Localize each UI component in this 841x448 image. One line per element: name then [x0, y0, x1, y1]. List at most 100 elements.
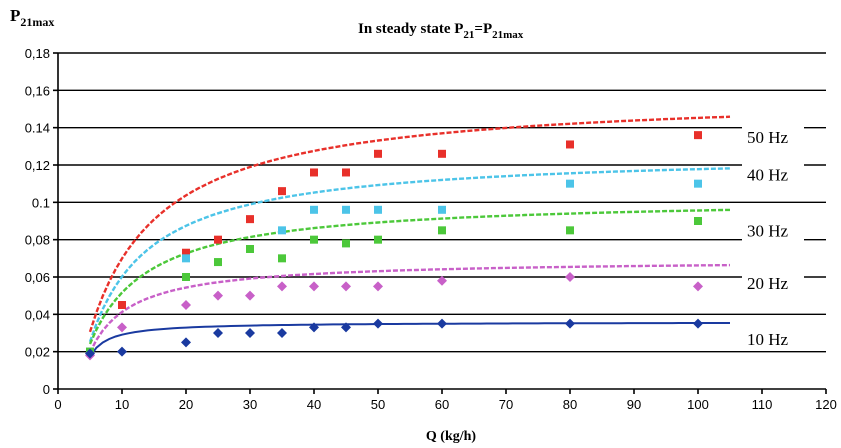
axes	[57, 53, 826, 390]
x-tick-label: 10	[115, 397, 129, 412]
data-point	[278, 187, 286, 196]
y-tick-label: 0,04	[25, 307, 50, 322]
data-point	[181, 300, 191, 310]
y-tick-label: 0,06	[25, 270, 50, 285]
data-point	[566, 179, 574, 188]
x-tick-label: 30	[243, 397, 257, 412]
data-point	[342, 168, 350, 177]
data-point	[214, 258, 222, 267]
data-point	[437, 275, 447, 286]
data-point	[182, 248, 190, 257]
data-point	[341, 322, 351, 333]
chart-title: In steady state P21=P21max	[358, 21, 524, 41]
x-tick-label: 70	[499, 397, 513, 412]
series-label: 20 Hz	[747, 274, 789, 293]
series-label-bg	[742, 126, 804, 149]
data-point	[342, 205, 350, 214]
y-axis-label: P21max	[10, 6, 54, 29]
x-axis-label: Q (kg/h)	[426, 429, 477, 444]
y-tick-label: 0,18	[25, 46, 50, 61]
x-tick-labels: 0 10 20 30 40 50 60 70 80 90 100 110 120	[54, 389, 837, 412]
x-tick-label: 0	[54, 397, 61, 412]
data-point	[117, 322, 127, 333]
data-point	[566, 226, 574, 235]
grid-lines	[53, 52, 826, 390]
data-point	[245, 290, 255, 301]
data-point	[374, 235, 382, 244]
x-tick-label: 60	[435, 397, 449, 412]
y-tick-label: 0	[43, 382, 50, 397]
data-point	[373, 318, 383, 329]
data-point	[310, 235, 318, 244]
fit-curve-30-hz	[88, 208, 731, 345]
data-point	[566, 140, 574, 149]
data-point	[213, 328, 223, 338]
series-label-bg	[742, 327, 804, 350]
data-point	[309, 281, 319, 292]
y-tick-label: 0,08	[25, 233, 50, 248]
y-tick-label: 0.14	[25, 121, 50, 136]
x-tick-label: 80	[563, 397, 577, 412]
data-point	[693, 318, 703, 329]
data-point	[693, 281, 703, 292]
data-point	[694, 179, 702, 188]
data-point	[437, 318, 447, 329]
x-tick-label: 50	[371, 397, 385, 412]
data-point	[694, 131, 702, 140]
y-tick-label: 0,16	[25, 83, 50, 98]
data-point	[214, 235, 222, 244]
data-point	[278, 226, 286, 235]
fit-curve-40-hz	[88, 167, 731, 343]
data-point	[181, 337, 191, 348]
x-tick-label: 40	[307, 397, 321, 412]
series-label-bg	[742, 271, 804, 294]
x-tick-label: 100	[687, 397, 709, 412]
data-point	[374, 149, 382, 158]
data-point	[342, 239, 350, 248]
data-point	[245, 328, 255, 338]
data-point	[246, 215, 254, 224]
series-label-bg	[742, 163, 804, 186]
series-label: 10 Hz	[747, 330, 789, 349]
series-label: 30 Hz	[747, 222, 789, 241]
series-label: 50 Hz	[747, 128, 789, 147]
x-tick-label: 90	[627, 397, 641, 412]
data-point	[117, 346, 127, 357]
data-point	[182, 254, 190, 263]
series-label-bg	[742, 219, 804, 242]
y-tick-label: 0.1	[32, 195, 50, 210]
data-point	[373, 281, 383, 292]
fit-curves	[88, 115, 731, 358]
data-point	[277, 281, 287, 292]
x-tick-label: 20	[179, 397, 193, 412]
data-point	[85, 348, 95, 359]
series-labels: 50 Hz 40 Hz 30 Hz 20 Hz 10 Hz	[742, 126, 804, 350]
data-point	[565, 318, 575, 329]
data-point	[118, 301, 126, 309]
x-tick-label: 120	[815, 397, 837, 412]
y-tick-label: 0,12	[25, 158, 50, 173]
data-points	[85, 131, 703, 361]
y-tick-labels: 0 0,02 0,04 0,06 0,08 0.1 0,12 0.14 0,16 0,18	[25, 46, 50, 397]
data-point	[341, 281, 351, 292]
data-point	[438, 226, 446, 235]
x-tick-label: 110	[752, 397, 773, 412]
y-tick-label: 0,02	[25, 345, 50, 360]
data-point	[213, 290, 223, 301]
data-point	[246, 245, 254, 253]
data-point	[310, 168, 318, 177]
series-label: 40 Hz	[747, 166, 789, 185]
data-point	[182, 273, 190, 281]
data-point	[438, 205, 446, 214]
data-point	[694, 217, 702, 225]
data-point	[278, 254, 286, 263]
data-point	[277, 328, 287, 338]
fit-curve-20-hz	[88, 263, 731, 353]
data-point	[374, 205, 382, 214]
data-point	[438, 149, 446, 158]
fit-curve-50-hz	[88, 115, 731, 333]
data-point	[309, 322, 319, 333]
data-point	[310, 205, 318, 214]
data-point	[565, 272, 575, 282]
